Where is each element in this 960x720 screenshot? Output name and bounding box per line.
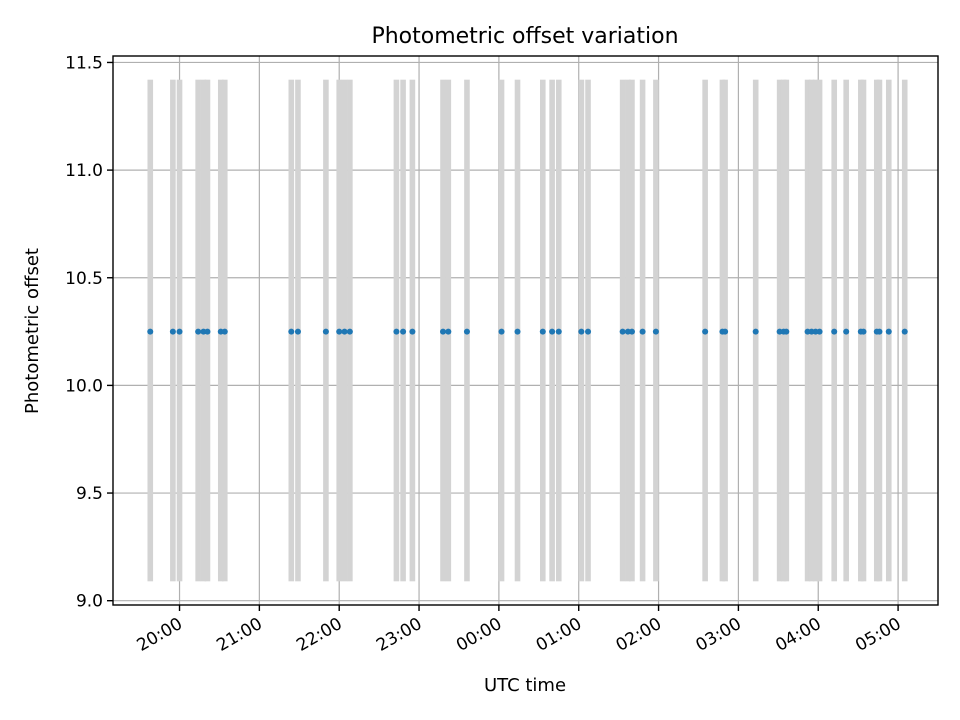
data-point (901, 328, 908, 335)
data-point (831, 328, 838, 335)
plot-frame (112, 55, 939, 606)
data-point (652, 328, 659, 335)
data-point (440, 328, 446, 335)
data-points (147, 328, 908, 335)
data-point (783, 328, 790, 335)
data-point (445, 328, 452, 335)
data-point (221, 328, 228, 335)
y-tick-label: 9.5 (76, 484, 103, 504)
data-point (555, 328, 562, 335)
data-point (463, 328, 470, 335)
data-point (147, 328, 154, 335)
data-point (322, 328, 329, 335)
data-point (195, 328, 202, 335)
data-point (816, 328, 823, 335)
data-point (860, 328, 867, 335)
data-point (539, 328, 546, 335)
data-point (341, 328, 348, 335)
data-point (619, 328, 626, 335)
data-point (639, 328, 646, 335)
data-point (628, 328, 635, 335)
data-point (346, 328, 353, 335)
y-axis-label: Photometric offset (22, 248, 43, 414)
data-point (176, 328, 183, 335)
data-point (409, 328, 416, 335)
data-point (169, 328, 176, 335)
y-tick-label: 11.0 (65, 161, 103, 181)
data-point (498, 328, 505, 335)
data-point (514, 328, 521, 335)
data-point (722, 328, 729, 335)
chart-title: Photometric offset variation (371, 24, 678, 49)
data-point (578, 328, 585, 335)
data-point (288, 328, 295, 335)
data-point (702, 328, 709, 335)
data-point (400, 328, 407, 335)
y-tick-label: 11.5 (65, 53, 103, 73)
data-point (294, 328, 301, 335)
data-point (585, 328, 592, 335)
data-point (393, 328, 400, 335)
y-tick-label: 10.5 (65, 269, 103, 289)
x-axis-label: UTC time (484, 675, 566, 696)
data-point (843, 328, 850, 335)
data-point (752, 328, 759, 335)
y-tick-label: 10.0 (65, 376, 103, 396)
data-point (885, 328, 892, 335)
data-point (876, 328, 883, 335)
data-point (549, 328, 556, 335)
data-point (336, 328, 343, 335)
data-point (204, 328, 211, 335)
y-tick-label: 9.0 (76, 592, 103, 612)
